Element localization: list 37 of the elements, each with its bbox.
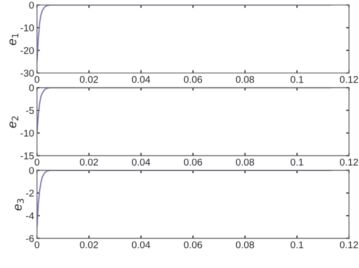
x-tick-label: 0.08 [236, 158, 254, 166]
x-tick-label: 0.12 [340, 158, 358, 166]
y-tick-label: -5 [26, 107, 34, 114]
x-tick-label: 0.02 [80, 76, 98, 83]
y-axis-title: e$_{3}$ [14, 198, 24, 210]
x-tick-label: 0.02 [80, 241, 98, 248]
x-tick-label: 0.1 [290, 158, 304, 166]
y-tick-label: -4 [26, 212, 34, 220]
x-tick-label: 0 [34, 158, 40, 166]
y-axis-title: e$_{1}$ [9, 34, 18, 46]
x-tick-label: 0.06 [184, 158, 202, 166]
y-tick-label: -10 [20, 24, 34, 32]
x-tick-label: 0.02 [80, 158, 98, 166]
y-tick-label: 0 [29, 2, 34, 9]
y-tick-label: -2 [26, 190, 34, 197]
x-tick-label: 0.08 [236, 241, 254, 248]
x-tick-label: 0.1 [290, 241, 304, 248]
y-axis-title: e$_{2}$ [9, 116, 18, 128]
x-tick-label: 0.04 [132, 158, 150, 166]
y-tick-label: -15 [20, 152, 34, 160]
x-tick-label: 0 [34, 76, 40, 83]
y-tick-label: -10 [20, 130, 34, 137]
x-tick-label: 0.04 [132, 241, 150, 248]
y-tick-label: -30 [20, 70, 34, 77]
y-tick-label: -6 [26, 235, 34, 242]
x-tick-label: 0.08 [236, 76, 254, 83]
x-tick-label: 0.1 [290, 76, 304, 83]
x-tick-label: 0.06 [184, 76, 202, 83]
y-tick-label: 0 [29, 84, 34, 92]
x-tick-label: 0.12 [340, 241, 358, 248]
x-tick-label: 0 [34, 241, 40, 248]
y-tick-label: 0 [29, 167, 34, 174]
y-tick-label: -20 [20, 47, 34, 54]
x-tick-label: 0.12 [340, 76, 358, 83]
x-tick-label: 0.06 [184, 241, 202, 248]
x-tick-label: 0.04 [132, 76, 150, 83]
line-series [37, 88, 332, 134]
